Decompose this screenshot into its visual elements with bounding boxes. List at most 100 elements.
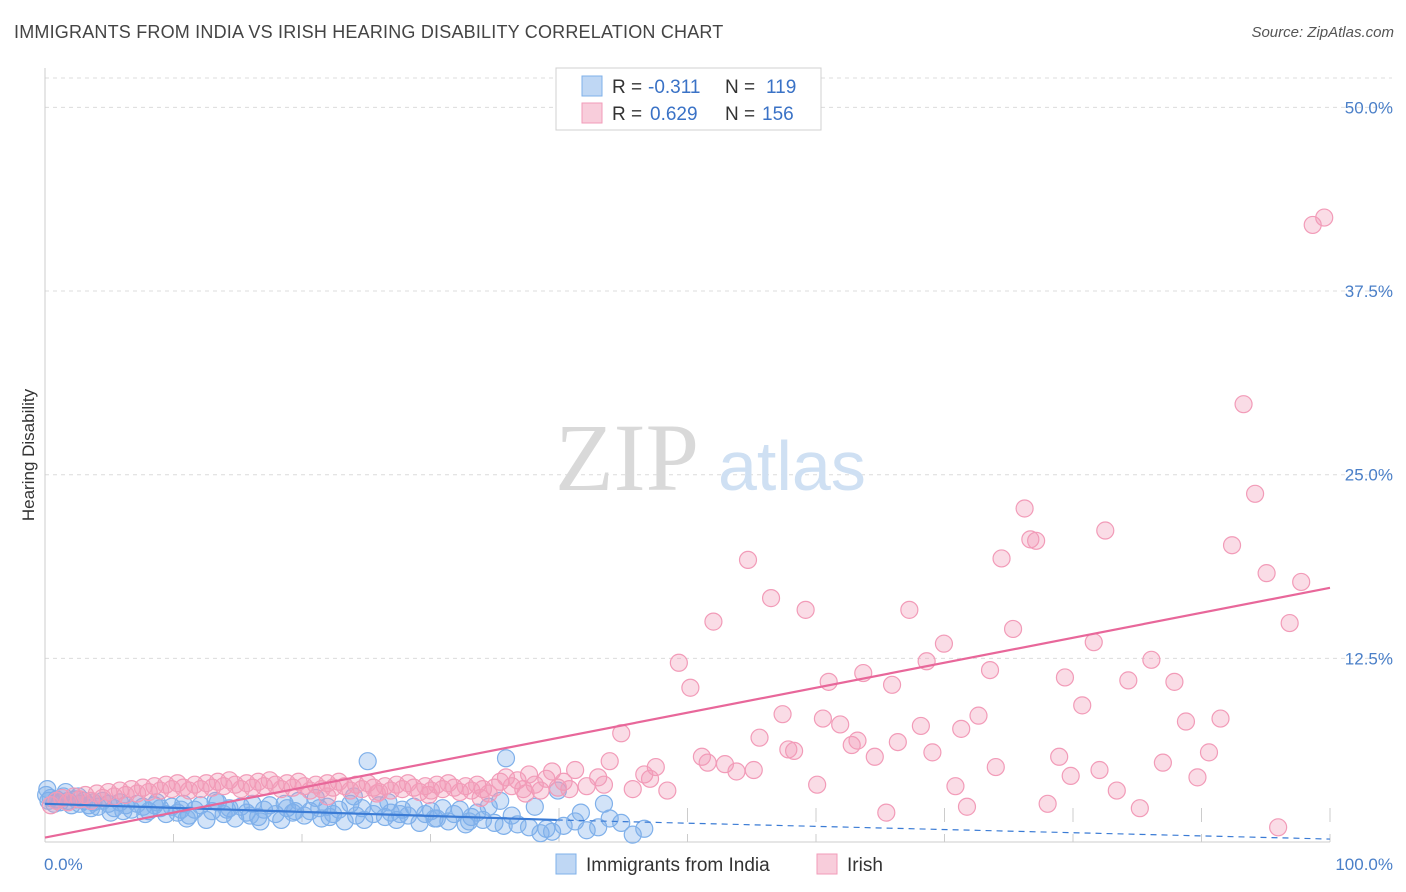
irish-point	[1269, 818, 1288, 837]
irish-point	[923, 743, 942, 762]
india-point	[237, 803, 256, 822]
irish-point	[658, 781, 677, 800]
irish-point	[934, 634, 954, 653]
irish-point	[1234, 395, 1253, 414]
irish-point	[1073, 696, 1092, 715]
india-point	[508, 815, 527, 834]
india-point	[260, 796, 279, 815]
irish-point	[1165, 672, 1184, 691]
source-label: Source: ZipAtlas.com	[1251, 24, 1394, 41]
legend-r-india: -0.311	[648, 77, 700, 98]
irish-point	[952, 719, 971, 738]
series-irish-points	[41, 208, 1334, 837]
india-point	[571, 803, 590, 822]
india-trend-extension	[556, 819, 1331, 840]
y-tick-label: 12.5%	[1345, 649, 1393, 668]
irish-point	[761, 589, 781, 608]
india-point	[355, 810, 374, 830]
irish-point	[779, 740, 798, 759]
irish-point	[1084, 633, 1103, 652]
india-point	[358, 752, 377, 771]
irish-point	[1090, 760, 1109, 780]
irish-point	[773, 705, 792, 724]
irish-point	[848, 731, 867, 750]
india-point	[525, 797, 544, 816]
legend-r-label: R =	[612, 104, 642, 125]
irish-point	[669, 653, 688, 672]
irish-point	[704, 612, 723, 631]
india-point	[456, 815, 475, 834]
irish-point	[877, 803, 896, 822]
series-legend: Immigrants from India Irish	[555, 853, 883, 876]
bottom-legend-swatch-india	[555, 853, 577, 875]
irish-point	[957, 797, 977, 816]
watermark-atlas: atlas	[718, 427, 866, 505]
bottom-legend-swatch-irish	[816, 853, 838, 875]
india-point	[410, 813, 429, 833]
irish-point	[1280, 613, 1299, 633]
irish-point	[1176, 712, 1196, 731]
y-tick-label: 37.5%	[1345, 282, 1393, 301]
irish-point	[1211, 709, 1230, 728]
legend-r-label: R =	[612, 77, 642, 98]
x-tick-label: 0.0%	[44, 855, 83, 874]
india-point	[425, 809, 444, 828]
india-point	[612, 813, 631, 833]
irish-point	[986, 757, 1005, 777]
irish-point	[640, 769, 660, 788]
irish-point	[1188, 768, 1207, 787]
irish-point	[888, 732, 907, 752]
india-point	[623, 825, 642, 844]
irish-point	[831, 715, 850, 734]
india-point	[251, 812, 270, 831]
legend-r-irish: 0.629	[650, 104, 698, 125]
y-tick-label: 50.0%	[1345, 98, 1393, 117]
legend-swatch-irish	[581, 102, 603, 124]
india-point	[496, 749, 516, 768]
legend-n-label: N =	[725, 104, 755, 125]
irish-point	[1257, 564, 1276, 583]
india-point	[460, 812, 479, 831]
india-point	[197, 810, 216, 830]
irish-point	[560, 780, 579, 799]
irish-point	[1222, 536, 1242, 555]
india-point	[542, 822, 562, 841]
irish-trend-line	[44, 586, 1331, 839]
india-point	[554, 816, 573, 835]
india-point	[577, 821, 596, 840]
irish-point	[1003, 619, 1023, 639]
irish-point	[367, 784, 387, 803]
irish-point	[865, 747, 884, 766]
irish-point	[516, 784, 535, 803]
irish-point	[566, 760, 585, 780]
irish-point	[1142, 650, 1161, 669]
legend-swatch-india	[581, 75, 603, 97]
x-tick-labels: 0.0% 100.0%	[44, 855, 1393, 874]
irish-point	[698, 753, 717, 772]
irish-point	[1130, 799, 1149, 818]
irish-point	[1315, 208, 1334, 227]
irish-point	[900, 600, 919, 619]
irish-point	[819, 672, 838, 691]
india-point	[594, 794, 614, 813]
irish-point	[911, 716, 930, 736]
irish-point	[646, 757, 665, 777]
irish-point	[750, 728, 769, 747]
irish-point	[969, 706, 988, 725]
trend-lines	[44, 586, 1331, 840]
irish-point	[542, 762, 562, 781]
irish-point	[1015, 499, 1034, 518]
irish-point	[554, 772, 573, 791]
watermark-zip: ZIP	[555, 404, 699, 511]
watermark: ZIP atlas	[555, 404, 866, 511]
irish-point	[1153, 753, 1172, 772]
india-point	[494, 816, 513, 835]
irish-point	[496, 768, 516, 787]
irish-point	[744, 760, 763, 780]
india-trend-line	[44, 802, 557, 822]
irish-point	[600, 752, 619, 771]
x-tick-label: 100.0%	[1335, 855, 1393, 874]
irish-point	[589, 768, 608, 787]
irish-point	[1292, 572, 1311, 592]
irish-point	[1055, 668, 1075, 687]
